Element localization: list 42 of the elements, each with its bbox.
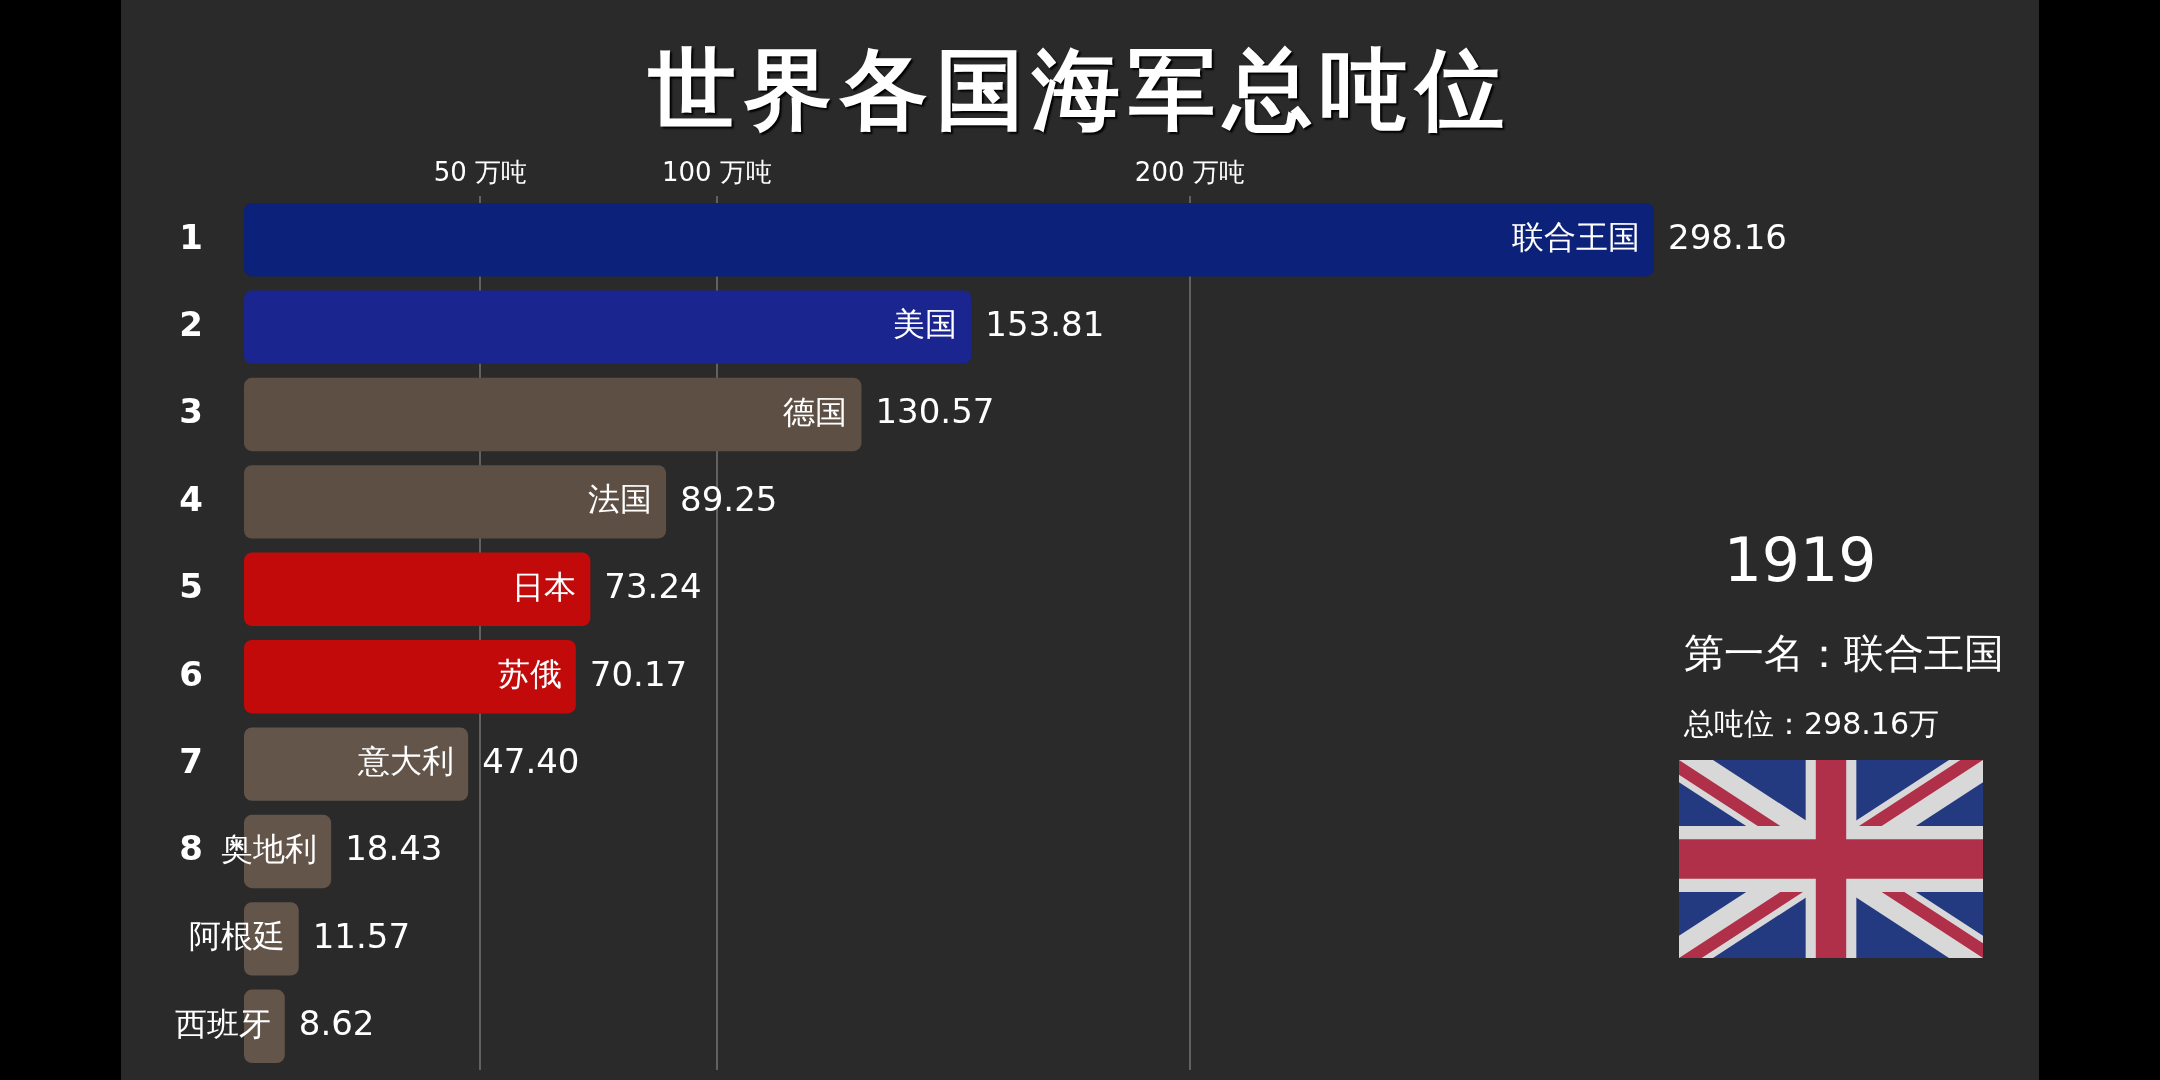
bar [244, 552, 591, 627]
y-tick-label: 西班牙 [174, 1004, 271, 1043]
y-tick-label: 法国 [588, 480, 653, 519]
data-label: 298.16 [1668, 216, 1787, 257]
data-label: 89.25 [680, 478, 778, 519]
y-tick-label: 阿根廷 [188, 917, 285, 956]
y-tick-label: 苏俄 [497, 655, 562, 694]
text: 2 [179, 303, 203, 344]
text: 5 [179, 566, 203, 607]
y-tick-label: 联合王国 [1512, 218, 1640, 257]
data-label: 47.40 [482, 740, 580, 781]
text: 4 [179, 478, 203, 519]
text: 7 [179, 740, 203, 781]
bar [244, 465, 667, 539]
bar [244, 290, 972, 364]
text: 第一名：联合王国 [1684, 630, 2004, 676]
bar [244, 377, 862, 452]
chart-title: 世界各国海军总吨位 [648, 38, 1512, 141]
text: 3 [179, 391, 203, 432]
data-label: 18.43 [345, 828, 443, 869]
text: 1 [179, 216, 203, 257]
data-label: 8.62 [298, 1003, 375, 1044]
x-tick-label: 200 万吨 [1134, 157, 1245, 188]
bar [244, 727, 469, 801]
data-label: 70.17 [589, 653, 688, 694]
bar [244, 202, 1654, 277]
text: 1919 [1723, 525, 1877, 595]
y-tick-label: 奥地利 [221, 829, 318, 868]
y-tick-label: 日本 [512, 567, 577, 606]
text: 总吨位：298.16万 [1684, 706, 1939, 741]
data-label: 11.57 [312, 915, 411, 956]
bar [244, 639, 576, 714]
text: 6 [179, 653, 203, 694]
x-tick-label: 50 万吨 [433, 157, 528, 188]
text: 8 [179, 828, 203, 869]
y-tick-label: 意大利 [357, 742, 455, 781]
y-tick-label: 美国 [893, 305, 958, 344]
x-tick-label: 100 万吨 [661, 157, 772, 188]
y-tick-label: 德国 [783, 392, 848, 431]
data-label: 153.81 [985, 303, 1105, 344]
data-label: 73.24 [604, 566, 702, 607]
data-label: 130.57 [875, 391, 995, 432]
